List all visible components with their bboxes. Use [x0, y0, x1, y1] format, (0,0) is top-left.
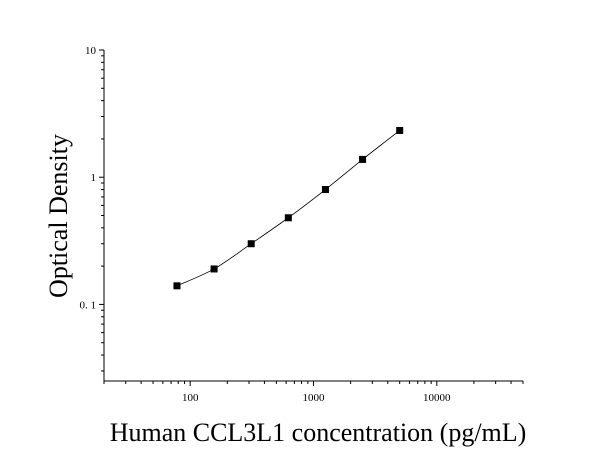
- x-axis-title: Human CCL3L1 concentration (pg/mL): [110, 418, 527, 447]
- data-point: [359, 155, 367, 163]
- axes: 0. 1 1 10 100 1000 10000: [80, 45, 524, 404]
- x-tick-label: 10000: [423, 392, 451, 404]
- data-point: [247, 240, 255, 248]
- y-tick-label: 10: [85, 45, 97, 57]
- fit-curve-layer: [176, 130, 400, 287]
- fit-curve: [176, 130, 400, 287]
- y-tick-label: 0. 1: [80, 299, 97, 311]
- y-axis-title: Optical Density: [44, 134, 73, 298]
- data-point: [173, 282, 181, 290]
- data-point: [321, 186, 329, 194]
- data-point: [210, 265, 218, 273]
- data-point: [396, 126, 404, 134]
- x-tick-label: 1000: [303, 392, 326, 404]
- data-points: [173, 126, 404, 290]
- axis-labels: Human CCL3L1 concentration (pg/mL) Optic…: [44, 134, 526, 447]
- data-point: [284, 214, 292, 222]
- y-tick-label: 1: [91, 172, 97, 184]
- x-tick-label: 100: [182, 392, 199, 404]
